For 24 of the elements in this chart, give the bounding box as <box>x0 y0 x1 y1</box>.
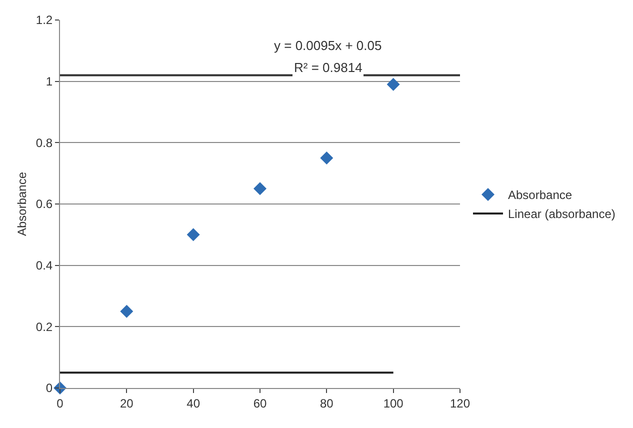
x-tick-label: 60 <box>253 396 267 410</box>
x-tick-label: 0 <box>56 396 64 410</box>
y-tick-label: 0.8 <box>36 136 53 150</box>
y-tick-label: 0.4 <box>36 258 53 273</box>
annotation: R² = 0.9814 <box>294 60 362 75</box>
x-tick-label: 80 <box>320 396 334 410</box>
x-tick-label: 120 <box>450 396 470 410</box>
y-tick-label: 1 <box>46 74 53 89</box>
legend-label: Linear (absorbance) <box>508 207 616 222</box>
point <box>386 78 400 91</box>
y-tick-label: 1.2 <box>36 13 53 28</box>
y-axis-title: Absorbance <box>15 172 29 236</box>
annotation: y = 0.0095x + 0.05 <box>274 38 382 53</box>
x-tick-label: 100 <box>383 396 404 410</box>
y-tick-label: 0 <box>46 381 53 396</box>
point <box>120 304 134 318</box>
x-tick-label: 40 <box>186 396 200 410</box>
point <box>254 182 266 196</box>
y-tick-label: 0.6 <box>36 197 53 212</box>
x-tick-label: 20 <box>120 396 134 410</box>
y-tick-label: 0.2 <box>36 320 53 334</box>
point <box>186 228 200 242</box>
point <box>320 152 334 164</box>
legend-label: Absorbance <box>508 188 572 202</box>
